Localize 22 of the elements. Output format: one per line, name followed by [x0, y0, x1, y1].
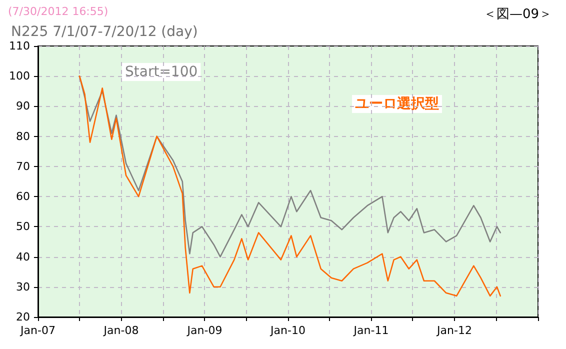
- chart-title: N225 7/1/07-7/20/12 (day): [11, 24, 198, 40]
- y-tick-label: 20: [16, 310, 30, 324]
- x-tick-label: Jan-07: [20, 324, 56, 337]
- y-tick-label: 110: [9, 40, 30, 52]
- y-tick-label: 100: [9, 70, 30, 83]
- x-tick-label: Jan-10: [270, 324, 306, 337]
- line-series: [78, 75, 502, 297]
- text: ＜図—09＞: [483, 7, 552, 22]
- x-tick-label: Jan-11: [352, 324, 389, 337]
- chart-subtitle: (7/30/2012 16:55): [8, 5, 108, 18]
- line-series: [78, 75, 502, 258]
- annotation: Start=100: [125, 64, 198, 80]
- x-tick-label: Jan-08: [102, 324, 139, 337]
- y-tick-label: 80: [16, 130, 30, 143]
- y-tick-label: 30: [16, 280, 30, 294]
- y-tick-label: 90: [16, 100, 30, 113]
- y-tick-label: 50: [16, 220, 30, 234]
- y-tick-label: 70: [16, 160, 30, 173]
- x-tick-label: Jan-12: [436, 324, 472, 337]
- x-tick-label: Jan-09: [186, 324, 222, 337]
- y-tick-label: 40: [16, 250, 30, 264]
- y-tick-label: 60: [16, 190, 30, 204]
